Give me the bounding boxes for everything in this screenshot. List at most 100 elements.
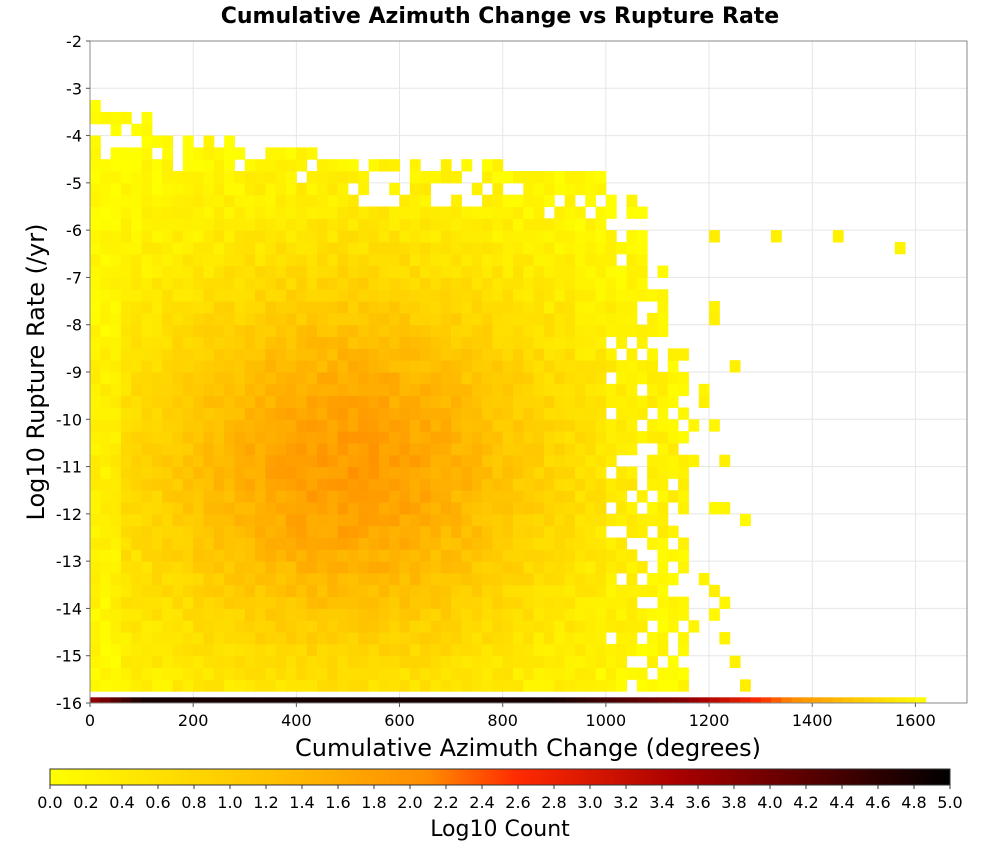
heatmap-cell <box>440 241 452 255</box>
heatmap-cell <box>461 324 473 338</box>
heatmap-cell <box>347 194 359 207</box>
heatmap-cell <box>120 537 132 550</box>
heatmap-cell <box>306 324 318 338</box>
heatmap-cell <box>378 679 390 692</box>
heatmap-cell <box>327 289 339 302</box>
heatmap-cell <box>90 147 101 160</box>
heatmap-cell <box>358 442 370 456</box>
heatmap-cell <box>327 679 339 692</box>
x-tick-label: 1400 <box>792 711 833 730</box>
heatmap-cell <box>378 466 390 479</box>
heatmap-cell <box>234 171 246 184</box>
heatmap-cell <box>420 513 431 527</box>
heatmap-cell <box>409 502 421 515</box>
heatmap-cell <box>120 419 132 432</box>
heatmap-cell <box>482 537 493 550</box>
heatmap-cell <box>131 584 143 598</box>
heatmap-cell <box>120 206 132 219</box>
heatmap-cell <box>451 454 462 468</box>
x-tick-label: 0 <box>85 711 95 730</box>
heatmap-cell <box>451 265 462 278</box>
heatmap-cell <box>110 230 122 243</box>
heatmap-cell <box>151 442 163 456</box>
heatmap-cell <box>234 643 246 657</box>
heatmap-cell <box>636 643 648 657</box>
heatmap-cell <box>513 360 524 373</box>
heatmap-cell <box>162 419 174 432</box>
heatmap-cell <box>399 395 411 408</box>
heatmap-cell <box>647 324 658 338</box>
heatmap-cell <box>90 218 101 231</box>
heatmap-cell <box>698 395 710 408</box>
heatmap-cell <box>430 277 442 290</box>
heatmap-cell <box>420 478 431 491</box>
heatmap-cell <box>172 513 184 527</box>
heatmap-cell <box>213 182 225 196</box>
heatmap-cell <box>306 372 318 385</box>
heatmap-cell <box>172 442 184 456</box>
heatmap-cell <box>172 525 184 538</box>
heatmap-cell <box>110 525 122 538</box>
heatmap-cell <box>100 502 112 515</box>
heatmap-cell <box>523 490 535 503</box>
heatmap-cell <box>502 608 514 621</box>
heatmap-cell <box>409 490 421 503</box>
heatmap-cell <box>513 265 524 278</box>
heatmap-cell <box>224 324 235 338</box>
heatmap-cell <box>564 265 576 278</box>
heatmap-cell <box>203 147 215 160</box>
heatmap-cell <box>585 230 597 243</box>
heatmap-cell <box>461 442 473 456</box>
heatmap-cell <box>90 478 101 491</box>
heatmap-cell <box>162 679 174 692</box>
heatmap-cell <box>513 525 524 538</box>
heatmap-cell <box>172 218 184 231</box>
heatmap-cell <box>172 182 184 196</box>
heatmap-cell <box>327 643 339 657</box>
heatmap-cell <box>182 336 194 349</box>
heatmap-cell <box>193 478 204 491</box>
heatmap-cell <box>533 301 545 314</box>
heatmap-cell <box>647 572 658 586</box>
heatmap-cell <box>286 348 297 361</box>
heatmap-cell <box>461 655 473 669</box>
heatmap-cell <box>502 395 514 408</box>
heatmap-cell <box>275 454 287 468</box>
heatmap-cell <box>151 478 163 491</box>
heatmap-cell <box>162 230 174 243</box>
heatmap-cell <box>647 360 658 373</box>
heatmap-cell <box>90 596 101 609</box>
heatmap-cell <box>193 466 204 479</box>
heatmap-cell <box>275 372 287 385</box>
heatmap-cell <box>193 395 204 408</box>
heatmap-cell <box>306 194 318 207</box>
heatmap-cell <box>543 241 555 255</box>
heatmap-cell <box>347 513 359 527</box>
heatmap-cell <box>286 679 297 692</box>
heatmap-cell <box>286 419 297 432</box>
heatmap-cell <box>131 253 143 267</box>
heatmap-cell <box>100 419 112 432</box>
heatmap-cell <box>286 525 297 538</box>
heatmap-cell <box>275 194 287 207</box>
heatmap-cell <box>389 206 401 219</box>
heatmap-cell <box>585 561 597 574</box>
heatmap-cell <box>182 697 194 703</box>
heatmap-cell <box>430 620 442 633</box>
colorbar-tick-label: 3.8 <box>721 793 746 812</box>
heatmap-cell <box>316 643 328 657</box>
heatmap-cell <box>286 655 297 669</box>
heatmap-cell <box>234 324 246 338</box>
heatmap-cell <box>461 584 473 598</box>
heatmap-cell <box>605 419 617 432</box>
heatmap-cell <box>523 572 535 586</box>
heatmap-cell <box>151 679 163 692</box>
heatmap-cell <box>368 537 380 550</box>
heatmap-cell <box>440 537 452 550</box>
heatmap-cell <box>265 584 277 598</box>
heatmap-cell <box>368 431 380 444</box>
heatmap-cell <box>100 525 112 538</box>
heatmap-cell <box>265 667 277 680</box>
heatmap-cell <box>574 372 586 385</box>
heatmap-cell <box>430 596 442 609</box>
